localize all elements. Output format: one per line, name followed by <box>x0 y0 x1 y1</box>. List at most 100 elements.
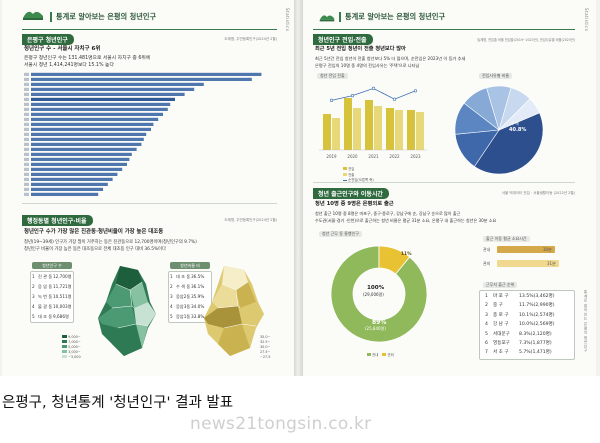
commute-value: 30분 <box>543 247 552 252</box>
bar-label-stub <box>24 107 29 111</box>
destination-value: 13.5%(3,462명) <box>519 294 555 299</box>
binding-gutter <box>294 0 303 376</box>
bar-label-stub <box>24 162 29 166</box>
bar-in <box>407 110 415 150</box>
destination-value: 10.0%(2,569명) <box>519 322 555 328</box>
bar-out <box>353 108 361 150</box>
destination-row: 5 서대문구 8.3%(2,120명) <box>485 331 552 337</box>
bar-out <box>416 112 424 150</box>
bar-label-stub <box>24 187 29 191</box>
section-text-line-1: 청년(19~39세) 인구가 가장 많이 거주하는 동은 진관동으로 12,70… <box>24 240 197 245</box>
destination-name: 서 초 구 <box>493 350 509 356</box>
chart-label-migration: 청년 전입 전출 <box>317 73 348 79</box>
side-tab-right-top: Statistics <box>584 8 589 32</box>
bar-in <box>344 98 352 150</box>
net-point <box>371 86 376 90</box>
destination-row: 1 마 포 구 13.5%(3,462명) <box>485 293 555 299</box>
donut-legend-out: 관외 <box>387 353 394 357</box>
section-text-line-1: 은평구 청년인구 수는 131,481명으로 서울시 자치구 중 6위에 <box>24 56 151 61</box>
commute-value: 31분 <box>547 261 556 266</box>
rank-name: 응암3동 <box>176 304 191 309</box>
destination-rank: 7 <box>485 350 488 356</box>
rank-value: 34.0% <box>191 304 205 309</box>
bar-in <box>386 108 394 150</box>
district-bar <box>31 177 113 181</box>
bar-label-stub <box>24 132 29 136</box>
rank-number: 3 <box>32 294 35 299</box>
legend-out: 전출 <box>348 172 355 177</box>
bar-label-stub <box>24 92 29 96</box>
side-tab-left: Statistics <box>285 8 290 32</box>
destination-name: 중 구 <box>493 303 503 309</box>
donut-legend-in: 관내 <box>372 353 379 357</box>
bar-label-stub <box>24 102 29 106</box>
district-bar <box>31 182 108 186</box>
left-page: 통계로 알아보는 은평의 청년인구 은평구 청년인구 도제명, 주민등록인구(2… <box>2 0 294 376</box>
destination-value: 10.1%(2,574명) <box>519 312 555 318</box>
green-choropleth-map <box>98 266 156 356</box>
district-bar <box>31 72 262 76</box>
bar-label-stub <box>24 72 29 76</box>
section-source: 도제명, 주민등록인구(2024년 2월) <box>224 217 277 222</box>
rank-value: 35.9% <box>191 294 205 299</box>
bar-label-stub <box>24 87 29 91</box>
bar-label-stub <box>24 157 29 161</box>
district-bar <box>31 117 159 121</box>
destination-name: 마 포 구 <box>493 294 509 299</box>
district-bar <box>31 122 154 126</box>
site-watermark: news21tongsin.co.kr <box>190 414 372 434</box>
rank-name: 응 암 동 <box>38 284 53 289</box>
district-bar <box>31 187 103 191</box>
eunpyeong-logo-icon <box>23 11 43 20</box>
district-bar <box>31 92 185 96</box>
bar-label-stub <box>24 122 29 126</box>
map-legend-green: 9,000~ 7,000~ 5,000~ 3,000~ ~3,000 <box>62 335 81 359</box>
rank-name: 대 조 동 <box>176 274 191 279</box>
header-divider <box>22 29 277 30</box>
bar-label-stub <box>24 117 29 121</box>
rank-value: 9,686명 <box>53 314 69 319</box>
year-label: 2023 <box>410 154 421 159</box>
net-point <box>350 94 355 98</box>
rank-number: 1 <box>170 274 173 279</box>
commute-bar <box>497 246 555 253</box>
bar-label-stub <box>24 172 29 176</box>
bar-label-stub <box>24 142 29 146</box>
reason-pie-chart <box>454 85 544 175</box>
ranking-header-ratio: 청년비율 비 <box>170 262 210 269</box>
donut-small-label: 11% <box>401 252 412 257</box>
rank-value: 11,721명 <box>53 284 72 289</box>
ranking-header-count: 청년인구 수 <box>32 262 72 269</box>
section-source: 놀제명, 전입출 비율 전입출(2019~2023년), 전입사유별 비율(20… <box>477 37 575 42</box>
district-bar <box>31 97 175 101</box>
rank-name: 대 조 동 <box>38 314 53 319</box>
destination-name: 서대문구 <box>493 331 510 337</box>
net-point <box>392 97 397 101</box>
section-divider <box>22 203 277 204</box>
district-bar <box>31 142 142 146</box>
section-text-line-2: 수도권(서울·경기 ·인천)으로 출근하는 청년 비율은 평균 31분 소요, … <box>315 218 497 223</box>
donut-total-sub: (29,006명) <box>363 292 384 297</box>
donut-segment <box>378 245 411 275</box>
bar-label-stub <box>24 167 29 171</box>
bar-in <box>365 100 373 150</box>
side-tab-right-bottom: 통계로 알아보는 은평의 청년인구 <box>584 290 588 353</box>
bar-out <box>395 110 403 150</box>
district-bar <box>31 102 171 106</box>
bar-label-stub <box>24 177 29 181</box>
district-bar <box>31 172 118 176</box>
right-page: 통계로 알아보는 은평의 청년인구 청년인구 전입·전출 놀제명, 전입출 비율… <box>303 0 596 376</box>
section-text-line-2: 은평구 전입의 10명 중 4명의 전입사유는 '주택'으로 나타남 <box>315 63 420 68</box>
destination-row: 4 강 남 구 10.0%(2,569명) <box>485 321 555 327</box>
bar-label-stub <box>24 137 29 141</box>
left-page-title: 통계로 알아보는 은평의 청년인구 <box>56 12 157 21</box>
district-bar <box>31 162 127 166</box>
year-label: 2022 <box>389 154 400 159</box>
rank-number: 3 <box>170 294 173 299</box>
district-bar <box>31 77 252 81</box>
donut-total-label: 100% <box>367 285 385 291</box>
destination-box <box>479 290 575 360</box>
district-bar <box>31 192 99 196</box>
rank-number: 5 <box>170 314 173 319</box>
section-title: 청년인구 전입·전출 <box>313 33 373 45</box>
